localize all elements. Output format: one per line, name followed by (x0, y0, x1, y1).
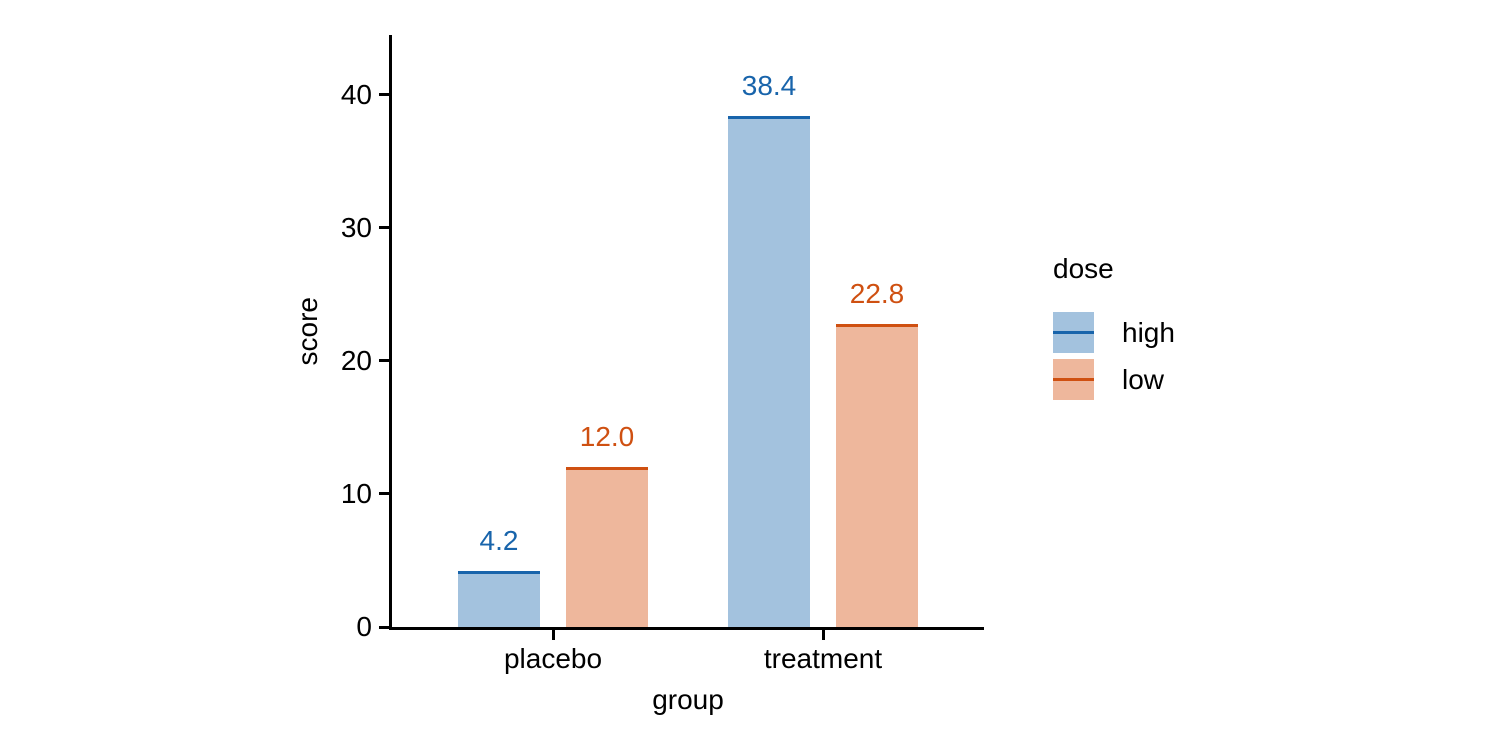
y-tick-mark (379, 226, 389, 230)
bar-value-label: 4.2 (479, 525, 519, 557)
y-tick-label: 10 (340, 477, 372, 509)
y-axis-title-wrap: score (288, 35, 328, 627)
bar-value-label: 22.8 (849, 277, 905, 309)
legend-swatch-line-icon (1053, 378, 1094, 381)
plot-area: 0 10 20 30 40 placebo treatment 4.2 38.4 12.0 22.8 (341, 35, 984, 673)
y-tick-mark (379, 492, 389, 496)
x-tick-label: treatment (763, 643, 883, 674)
legend-label-low: low (1122, 364, 1165, 395)
legend-row-high: high (1053, 312, 1175, 353)
y-tick-mark (379, 93, 389, 97)
y-tick-label: 20 (340, 344, 372, 376)
legend-label-high: high (1122, 317, 1175, 348)
y-tick-mark (379, 625, 389, 629)
bar-treatment-low (836, 323, 918, 627)
y-tick-mark (379, 359, 389, 363)
legend-swatch-low-icon (1053, 359, 1094, 400)
legend-swatch-high-icon (1053, 312, 1094, 353)
legend-entries: high low (1053, 312, 1175, 400)
bar-placebo-high (458, 571, 540, 627)
legend: dose high low (1053, 252, 1175, 406)
x-tick-mark (821, 630, 825, 640)
y-tick-label: 30 (340, 211, 372, 243)
y-tick-label: 0 (356, 611, 372, 642)
x-tick-mark (551, 630, 555, 640)
x-axis-title: group (652, 684, 724, 715)
x-tick-label: placebo (503, 643, 603, 674)
legend-row-low: low (1053, 359, 1175, 400)
bar-placebo-low (566, 467, 648, 627)
bar-value-label: 12.0 (579, 421, 635, 453)
y-axis-title: score (292, 296, 323, 366)
bar-treatment-high (728, 116, 810, 627)
legend-title: dose (1053, 253, 1114, 284)
bar-value-label: 38.4 (741, 70, 797, 102)
legend-swatch-line-icon (1053, 331, 1094, 334)
y-tick-label: 40 (340, 78, 372, 110)
